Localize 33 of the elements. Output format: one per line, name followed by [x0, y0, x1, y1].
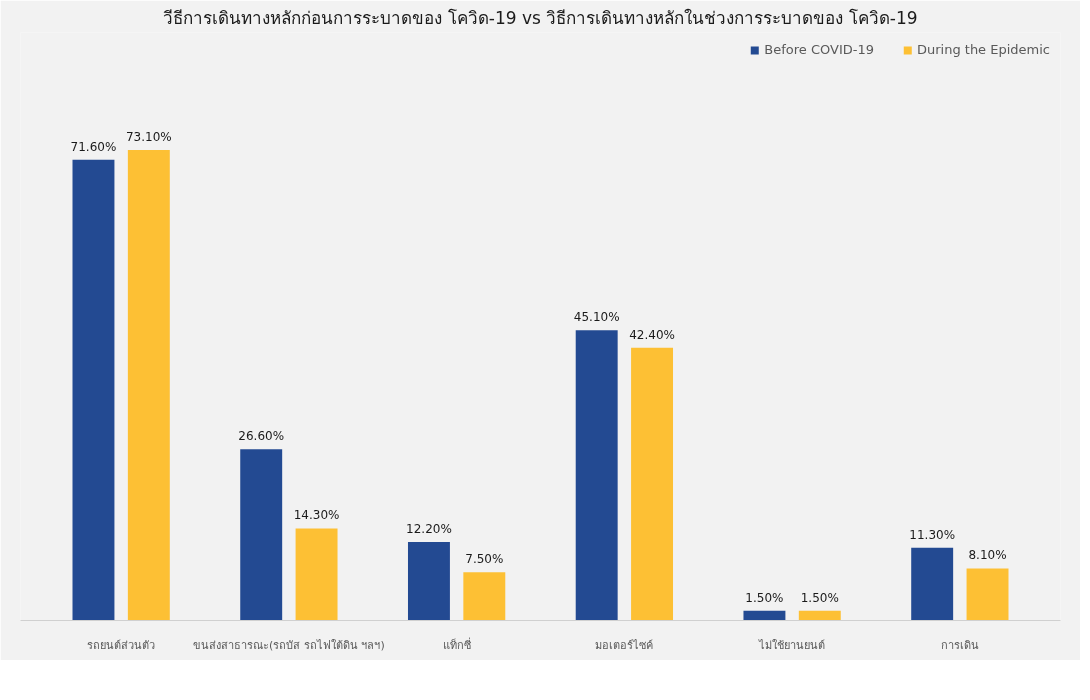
- data-label: 12.20%: [406, 521, 452, 536]
- legend-label: Before COVID-19: [764, 42, 874, 57]
- bar: [127, 150, 170, 621]
- bar: [72, 159, 115, 621]
- bar: [463, 572, 506, 621]
- data-label: 73.10%: [125, 130, 172, 145]
- data-label: 1.50%: [800, 590, 839, 605]
- bar: [911, 547, 954, 621]
- data-label: 45.10%: [573, 310, 620, 325]
- data-label: 14.30%: [293, 508, 340, 523]
- bar: [966, 568, 1009, 621]
- bar: [295, 528, 338, 621]
- x-tick-label: มอเตอร์ไซค์: [595, 638, 654, 652]
- data-label: 42.40%: [629, 327, 675, 342]
- bar: [575, 330, 618, 621]
- bar: [407, 541, 450, 621]
- data-label: 26.60%: [238, 429, 285, 444]
- data-label: 11.30%: [909, 527, 956, 542]
- data-label: 7.50%: [465, 552, 504, 567]
- data-label: 8.10%: [968, 548, 1007, 563]
- x-tick-label: ไม่ใช้ยานยนต์: [758, 638, 826, 652]
- bar: [631, 347, 674, 621]
- x-tick-label: แท็กซี่: [442, 636, 472, 652]
- x-tick-label: รถยนต์ส่วนตัว: [87, 638, 156, 652]
- bar: [798, 610, 841, 621]
- x-tick-label: การเดิน: [940, 638, 979, 652]
- chart-title: วีธีการเดินทางหลักก่อนการระบาดของ โควิด-19 vs วิธีการเดินทางหลักในช่วงการระบาดของ โควิด-19: [163, 7, 918, 28]
- bar: [240, 449, 283, 621]
- bar: [743, 610, 786, 621]
- legend-label: During the Epidemic: [916, 42, 1050, 57]
- data-label: 1.50%: [745, 590, 784, 605]
- x-tick-label: ขนส่งสาธารณะ(รถบัส รถไฟใต้ดิน ฯลฯ): [193, 638, 385, 652]
- data-label: 71.60%: [70, 139, 117, 154]
